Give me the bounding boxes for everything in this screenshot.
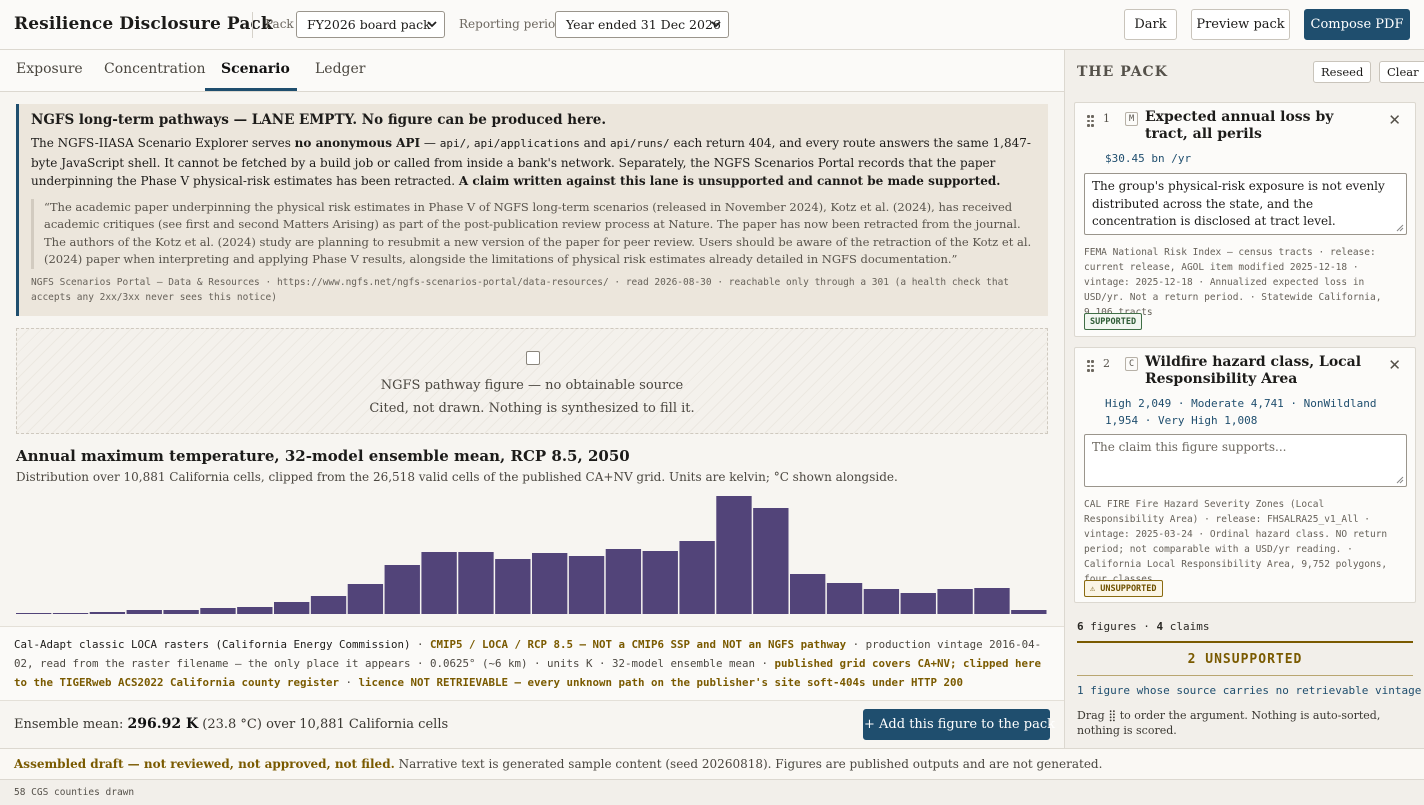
temperature-histogram — [16, 496, 1047, 614]
chart-title: Annual maximum temperature, 32-model ens… — [16, 447, 630, 465]
card-title: Expected annual loss by tract, all peril… — [1145, 109, 1334, 142]
vintage-warning-link[interactable]: 1 figure whose source carries no retriev… — [1077, 684, 1422, 697]
resize-handle-icon[interactable] — [1396, 476, 1404, 484]
lane-empty-notice: NGFS long-term pathways — LANE EMPTY. No… — [16, 104, 1048, 316]
histogram-bar — [642, 551, 678, 614]
histogram-bar — [200, 608, 236, 614]
empty-figure-note: Cited, not drawn. Nothing is synthesized… — [369, 401, 695, 416]
drag-handle-icon[interactable] — [1087, 115, 1095, 127]
histogram-bar — [52, 613, 89, 614]
close-icon[interactable]: ✕ — [1388, 111, 1401, 129]
status-text: 58 CGS counties drawn — [14, 787, 135, 798]
pack-select-value: FY2026 board pack — [307, 17, 431, 32]
histogram-bar — [495, 559, 531, 614]
card-type-badge: M — [1125, 112, 1138, 126]
histogram-bar — [716, 496, 752, 614]
histogram-bar — [1011, 610, 1047, 614]
app-title: Resilience Disclosure Pack — [14, 14, 273, 34]
histogram-bar — [347, 584, 384, 614]
drag-handle-icon: ⣿ — [1108, 709, 1117, 722]
pack-label: Pack — [265, 17, 294, 31]
notice-source: NGFS Scenarios Portal — Data & Resources… — [31, 276, 1010, 304]
histogram-bar — [937, 589, 973, 614]
histogram-bar — [790, 574, 826, 614]
histogram-bar — [532, 553, 568, 614]
histogram-bar — [974, 588, 1010, 614]
histogram-bar — [605, 549, 642, 614]
claim-textarea[interactable]: The claim this figure supports... — [1084, 434, 1407, 487]
histogram-bar — [900, 593, 936, 614]
chart-subtitle: Distribution over 10,881 California cell… — [16, 470, 898, 484]
histogram-bar — [16, 613, 52, 614]
histogram-bar — [89, 612, 126, 614]
histogram-bar — [163, 610, 199, 614]
histogram-bar — [458, 552, 494, 614]
figure-provenance: Cal-Adapt classic LOCA rasters (Californ… — [0, 626, 1064, 701]
unsupported-badge: ⚠ UNSUPPORTED — [1084, 580, 1163, 597]
notice-body: The NGFS-IIASA Scenario Explorer serves … — [31, 136, 1031, 188]
header-divider — [252, 12, 253, 38]
pack-card: 2 C Wildfire hazard class, Local Respons… — [1074, 347, 1416, 603]
histogram-bar — [863, 589, 900, 614]
card-value: $30.45 bn /yr — [1105, 152, 1192, 165]
pack-title: THE PACK — [1077, 64, 1168, 80]
tab-concentration[interactable]: Concentration — [104, 61, 206, 77]
card-source: FEMA National Risk Index — census tracts… — [1084, 247, 1382, 318]
card-value: High 2,049 · Moderate 4,741 · NonWildlan… — [1105, 397, 1377, 427]
notice-title: NGFS long-term pathways — LANE EMPTY. No… — [31, 112, 607, 128]
claim-textarea[interactable]: The group's physical-risk exposure is no… — [1084, 173, 1407, 235]
clear-button[interactable]: Clear — [1379, 61, 1424, 83]
empty-figure-title: NGFS pathway figure — no obtainable sour… — [380, 378, 684, 393]
retraction-quote: “The academic paper underpinning the phy… — [31, 198, 1036, 269]
add-figure-button[interactable]: + Add this figure to the pack — [863, 709, 1055, 740]
resize-handle-icon[interactable] — [1396, 224, 1404, 232]
tab-ledger[interactable]: Ledger — [315, 61, 366, 77]
histogram-bar — [826, 583, 863, 614]
tab-scenario[interactable]: Scenario — [221, 61, 290, 77]
pack-select[interactable]: FY2026 board pack — [296, 11, 445, 38]
empty-figure-placeholder: NGFS pathway figure — no obtainable sour… — [16, 328, 1048, 434]
histogram-bar — [421, 552, 457, 614]
preview-pack-button[interactable]: Preview pack — [1191, 9, 1290, 40]
app-header: Resilience Disclosure Pack Pack FY2026 b… — [0, 0, 1424, 50]
draft-notice-bar: Assembled draft — not reviewed, not appr… — [0, 748, 1424, 779]
ensemble-mean-summary: Ensemble mean: 296.92 K (23.8 °C) over 1… — [14, 716, 449, 732]
empty-figure-icon — [526, 351, 540, 365]
histogram-bar — [753, 508, 789, 614]
tab-bar: Exposure Concentration Scenario Ledger — [0, 50, 1064, 92]
pack-sidebar: THE PACK Reseed Clear 1 M Expected annua… — [1064, 50, 1424, 748]
histogram-bar — [274, 602, 310, 614]
unsupported-count: 2 UNSUPPORTED — [1077, 641, 1413, 676]
card-number: 1 — [1103, 112, 1110, 125]
card-type-badge: C — [1125, 357, 1138, 371]
histogram-bar — [237, 607, 273, 614]
status-bar: 58 CGS counties drawn — [0, 779, 1424, 805]
ensemble-mean-value: 296.92 K — [127, 716, 199, 732]
period-select[interactable]: Year ended 31 Dec 2026 — [555, 11, 729, 38]
pack-stats: 6 figures · 4 claims — [1077, 620, 1210, 633]
active-tab-indicator — [205, 88, 297, 91]
supported-badge: SUPPORTED — [1084, 313, 1143, 330]
card-number: 2 — [1103, 357, 1110, 370]
dark-mode-button[interactable]: Dark — [1124, 9, 1177, 40]
compose-pdf-button[interactable]: Compose PDF — [1304, 9, 1410, 40]
chevron-down-icon — [711, 21, 721, 28]
histogram-bar — [126, 610, 162, 614]
period-select-value: Year ended 31 Dec 2026 — [566, 17, 721, 32]
chevron-down-icon — [427, 21, 437, 28]
drag-instructions: Drag ⣿ to order the argument. Nothing is… — [1077, 709, 1381, 737]
close-icon[interactable]: ✕ — [1388, 356, 1401, 374]
drag-handle-icon[interactable] — [1087, 360, 1095, 372]
pack-card: 1 M Expected annual loss by tract, all p… — [1074, 102, 1416, 337]
tab-exposure[interactable]: Exposure — [16, 61, 83, 77]
histogram-bar — [568, 556, 605, 614]
period-label: Reporting period — [459, 17, 563, 31]
card-title: Wildfire hazard class, Local Responsibil… — [1145, 354, 1362, 387]
histogram-bar — [384, 565, 420, 614]
histogram-bar — [679, 541, 715, 614]
reseed-button[interactable]: Reseed — [1313, 61, 1372, 83]
histogram-bar — [310, 596, 347, 614]
card-source: CAL FIRE Fire Hazard Severity Zones (Loc… — [1084, 499, 1388, 585]
